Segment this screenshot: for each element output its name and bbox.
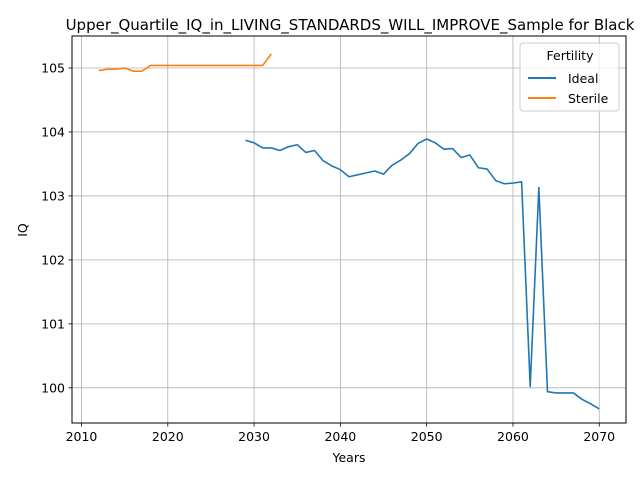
legend-entry-ideal: Ideal <box>568 71 598 86</box>
x-tick-label: 2010 <box>66 429 98 444</box>
y-tick-label: 102 <box>41 252 65 267</box>
series-line-sterile <box>98 53 272 72</box>
legend-title: Fertility <box>547 48 595 63</box>
y-tick-label: 103 <box>41 188 65 203</box>
y-axis-label: IQ <box>15 223 30 237</box>
x-tick-label: 2070 <box>583 429 615 444</box>
y-tick-label: 101 <box>41 316 65 331</box>
plot-frame <box>71 35 627 424</box>
series-lines <box>98 53 600 410</box>
x-axis-label: Years <box>332 450 366 465</box>
series-line-ideal <box>245 138 600 410</box>
x-tick-label: 2050 <box>411 429 443 444</box>
x-tick-label: 2040 <box>324 429 356 444</box>
axis-ticks: 2010 2020 2030 2040 2050 2060 2070 100 101 102 103… <box>41 60 615 444</box>
y-tick-label: 104 <box>41 124 65 139</box>
y-tick-label: 105 <box>41 60 65 75</box>
legend: Fertility Ideal Sterile <box>519 42 620 112</box>
grid <box>72 36 626 423</box>
y-tick-label: 100 <box>41 380 65 395</box>
x-tick-label: 2030 <box>238 429 270 444</box>
x-tick-label: 2060 <box>497 429 529 444</box>
legend-box <box>519 42 620 112</box>
x-tick-label: 2020 <box>152 429 184 444</box>
legend-entry-sterile: Sterile <box>568 91 609 106</box>
chart-title: Upper_Quartile_IQ_in_LIVING_STANDARDS_WI… <box>66 16 635 35</box>
